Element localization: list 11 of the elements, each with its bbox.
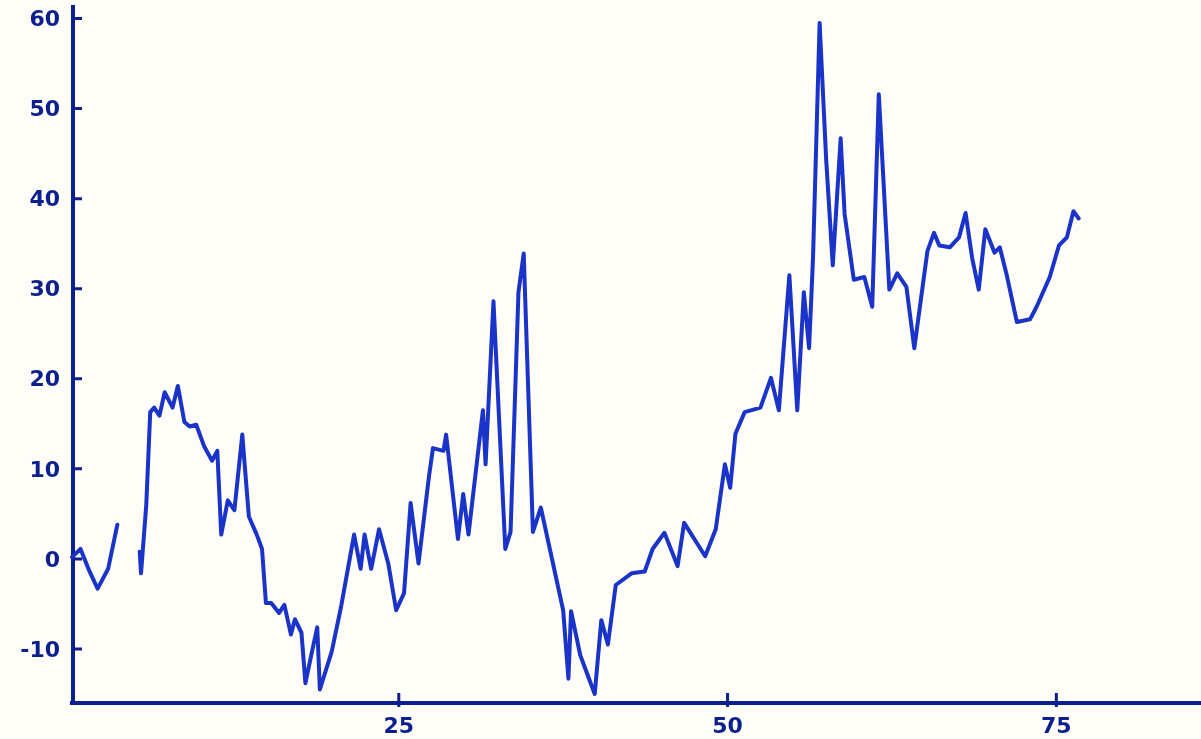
y-tick-label: 40 xyxy=(29,186,60,212)
x-tick-label: 25 xyxy=(383,713,415,738)
y-tick-label: 10 xyxy=(29,456,60,482)
y-tick-label: 50 xyxy=(29,96,60,122)
y-tick-label: -10 xyxy=(20,636,60,662)
y-tick-label: 0 xyxy=(44,546,60,572)
y-tick-label: 20 xyxy=(29,366,60,392)
x-tick-label: 50 xyxy=(712,713,743,738)
x-tick-label: 75 xyxy=(1041,713,1072,738)
y-tick-label: 60 xyxy=(29,6,60,32)
y-tick-label: 30 xyxy=(29,276,60,302)
